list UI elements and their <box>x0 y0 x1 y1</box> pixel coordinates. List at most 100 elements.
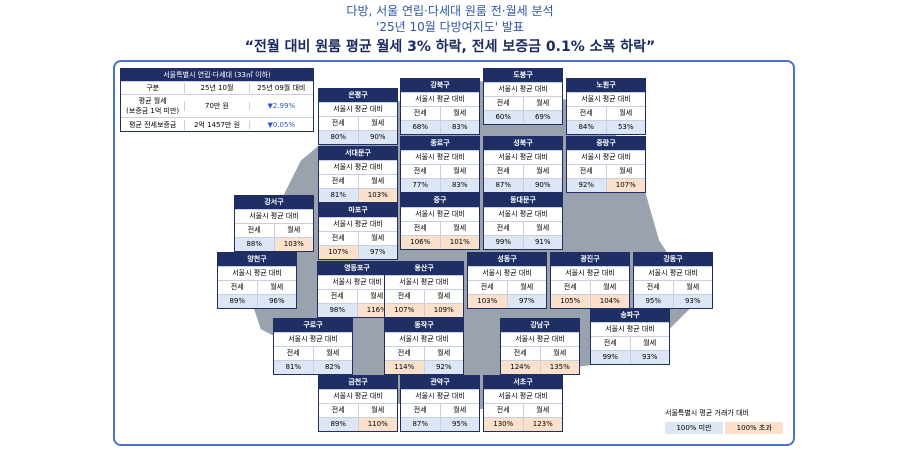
label: 월세 <box>423 347 464 360</box>
value-jeonse: 105% <box>551 295 590 308</box>
value-row: 99% 91% <box>484 235 562 249</box>
label: 전세 <box>230 283 244 291</box>
label-row: 전세 월세 <box>634 280 712 294</box>
value-wolse: 97% <box>506 295 546 308</box>
label-row: 전세 월세 <box>551 280 629 294</box>
label: 전세 <box>331 119 345 127</box>
card-sub: 서울시 평균 대비 <box>484 389 562 403</box>
card-sub: 서울시 평균 대비 <box>401 207 479 221</box>
value-row: 84% 53% <box>567 120 645 134</box>
cell: 2억 1457만 원 <box>184 119 248 130</box>
value-wolse: 69% <box>522 111 562 124</box>
label: 전세 <box>413 109 427 117</box>
legend: 서울특별시 평균 거래가 대비 100% 미만 100% 초과 <box>665 408 784 434</box>
value-row: 80% 90% <box>319 130 397 144</box>
value-row: 114% 92% <box>385 360 463 374</box>
label: 월세 <box>356 290 397 303</box>
cell: 70만 원 <box>184 101 248 111</box>
district-name: 성북구 <box>484 137 562 150</box>
cell: 평균 전세보증금 <box>129 120 177 129</box>
district-name: 강동구 <box>634 253 712 266</box>
district-card: 성북구 서울시 평균 대비 전세 월세 87% 90% <box>483 136 563 193</box>
label-row: 전세 월세 <box>401 221 479 235</box>
district-name: 구로구 <box>274 319 352 332</box>
district-name: 관악구 <box>401 376 479 389</box>
value-jeonse: 107% <box>319 246 358 259</box>
label: 전세 <box>646 283 660 291</box>
label: 전세 <box>413 167 427 175</box>
value-wolse: 123% <box>522 418 562 431</box>
label: 전세 <box>247 226 261 234</box>
district-card: 송파구 서울시 평균 대비 전세 월세 99% 93% <box>590 308 670 365</box>
label-row: 전세 월세 <box>501 346 579 360</box>
district-name: 금천구 <box>319 376 397 389</box>
district-name: 도봉구 <box>484 69 562 82</box>
label-row: 전세 월세 <box>484 96 562 110</box>
card-sub: 서울시 평균 대비 <box>634 266 712 280</box>
cell: 평균 월세 <box>138 97 167 105</box>
card-sub: 서울시 평균 대비 <box>235 209 313 223</box>
district-card: 양천구 서울시 평균 대비 전세 월세 89% 96% <box>217 252 297 309</box>
label: 전세 <box>331 177 345 185</box>
value-jeonse: 124% <box>501 361 540 374</box>
value-jeonse: 99% <box>591 351 630 364</box>
label: 월세 <box>522 222 563 235</box>
card-sub: 서울시 평균 대비 <box>484 150 562 164</box>
value-jeonse: 107% <box>385 304 424 317</box>
district-name: 양천구 <box>218 253 296 266</box>
label: 전세 <box>331 234 345 242</box>
label: 월세 <box>256 281 297 294</box>
value-row: 81% 82% <box>274 360 352 374</box>
card-sub: 서울시 평균 대비 <box>567 150 645 164</box>
card-sub: 서울시 평균 대비 <box>319 217 397 231</box>
col: 25년 09월 대비 <box>248 83 313 93</box>
summary-title: 서울특별시 연립·다세대 (33㎡ 이하) <box>121 69 313 81</box>
value-wolse: 92% <box>423 361 463 374</box>
value-wolse: 93% <box>672 295 712 308</box>
value-jeonse: 106% <box>401 236 440 249</box>
district-name: 성동구 <box>468 253 546 266</box>
value-jeonse: 81% <box>274 361 313 374</box>
value-jeonse: 92% <box>567 179 606 192</box>
cell: ▼2.99% <box>248 102 313 110</box>
card-sub: 서울시 평균 대비 <box>401 150 479 164</box>
card-sub: 서울시 평균 대비 <box>318 275 396 289</box>
district-card: 서대문구 서울시 평균 대비 전세 월세 81% 103% <box>318 146 398 203</box>
label: 전세 <box>397 292 411 300</box>
value-wolse: 90% <box>357 131 397 144</box>
value-row: 124% 135% <box>501 360 579 374</box>
value-row: 95% 93% <box>634 294 712 308</box>
card-sub: 서울시 평균 대비 <box>484 207 562 221</box>
district-card: 용산구 서울시 평균 대비 전세 월세 107% 109% <box>384 261 464 318</box>
legend-under: 100% 미만 <box>665 422 723 434</box>
label: 전세 <box>579 167 593 175</box>
label: 월세 <box>605 165 646 178</box>
card-sub: 서울시 평균 대비 <box>218 266 296 280</box>
label: 월세 <box>312 347 353 360</box>
frame <box>113 60 795 446</box>
district-card: 도봉구 서울시 평균 대비 전세 월세 60% 69% <box>483 68 563 125</box>
value-wolse: 90% <box>522 179 562 192</box>
header-line2: '25년 10월 다방여지도' 발표 <box>376 20 524 34</box>
col: 25년 10월 <box>184 83 248 93</box>
label-row: 전세 월세 <box>218 280 296 294</box>
value-wolse: 53% <box>605 121 645 134</box>
label: 월세 <box>439 404 480 417</box>
district-name: 마포구 <box>319 204 397 217</box>
card-sub: 서울시 평균 대비 <box>319 102 397 116</box>
value-row: 105% 104% <box>551 294 629 308</box>
district-name: 서초구 <box>484 376 562 389</box>
value-wolse: 91% <box>522 236 562 249</box>
value-wolse: 103% <box>273 238 313 251</box>
label-row: 전세 월세 <box>401 106 479 120</box>
value-wolse: 135% <box>539 361 579 374</box>
value-row: 107% 109% <box>385 303 463 317</box>
label: 전세 <box>286 349 300 357</box>
label-row: 전세 월세 <box>319 174 397 188</box>
value-row: 81% 103% <box>319 188 397 202</box>
label: 월세 <box>423 290 464 303</box>
label-row: 전세 월세 <box>591 336 669 350</box>
district-card: 마포구 서울시 평균 대비 전세 월세 107% 97% <box>318 203 398 260</box>
value-jeonse: 114% <box>385 361 424 374</box>
label: 월세 <box>357 117 398 130</box>
